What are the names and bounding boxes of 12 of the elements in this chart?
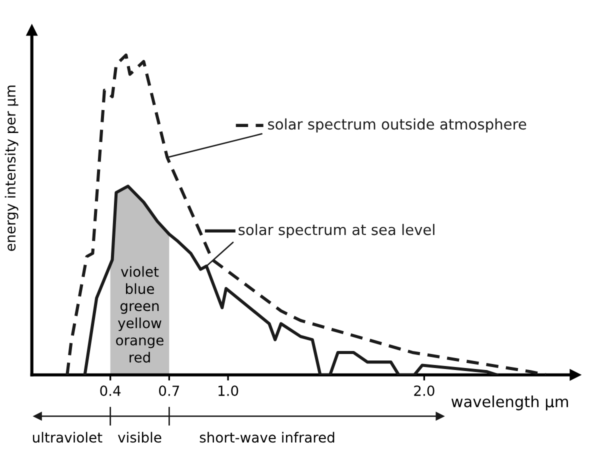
x-tick-label: 1.0 (218, 386, 238, 396)
text: short-wave infrared (200, 432, 334, 443)
legend-label: solar spectrum at sea level (238, 224, 434, 238)
text: visible (118, 432, 162, 443)
x-tick-label: 0.4 (100, 386, 121, 396)
text: ultraviolet (32, 432, 102, 443)
band-label: violet blue green yellow orange red (116, 266, 164, 363)
y-axis-title: energy intensity per μm (4, 86, 18, 251)
x-tick-label: 2.0 (414, 386, 434, 396)
x-axis-title: wavelength μm (451, 396, 568, 410)
x-tick-label: 0.7 (159, 386, 180, 396)
legend-label: solar spectrum outside atmosphere (268, 118, 526, 132)
